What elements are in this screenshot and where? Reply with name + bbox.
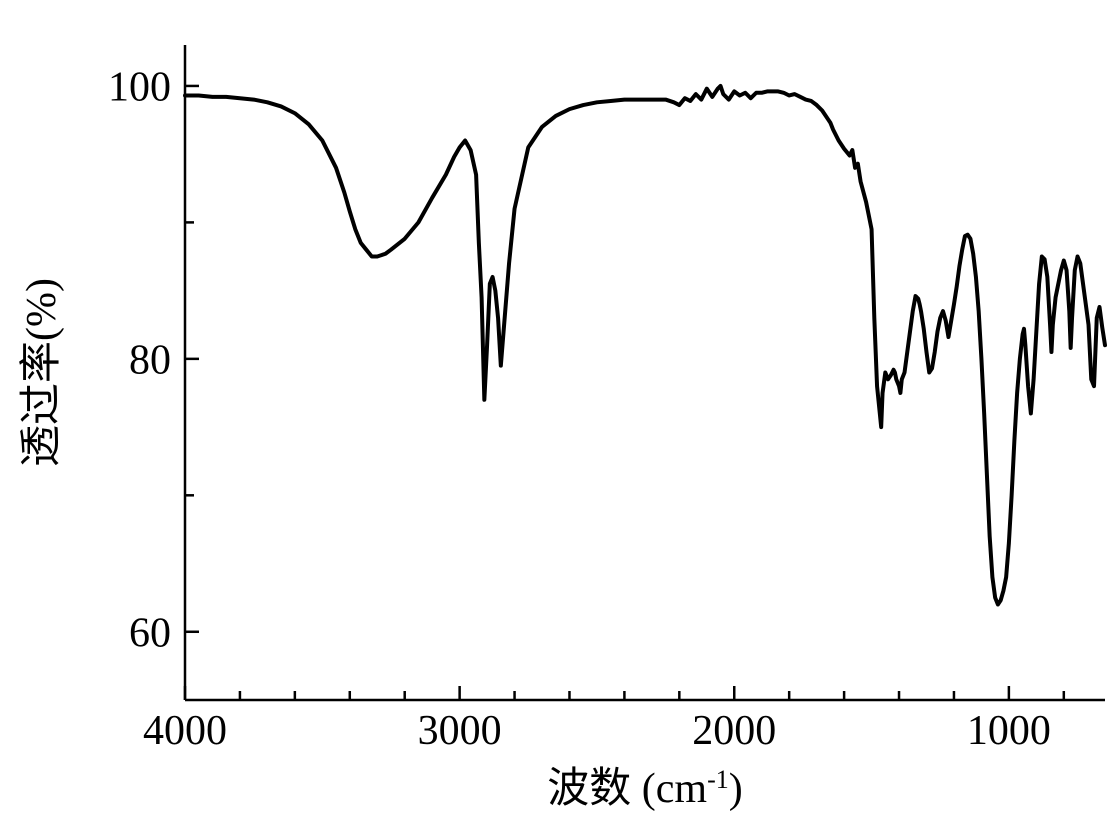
y-tick-label: 60 (129, 610, 171, 656)
y-tick-label: 100 (108, 65, 171, 111)
chart-svg: 4000 3000 2000 1000 60 80 100 波数 (cm-1) 透过率(%) (0, 0, 1120, 838)
ir-spectrum-chart: 4000 3000 2000 1000 60 80 100 波数 (cm-1) 透过率(%) (0, 0, 1120, 838)
x-axis-label: 波数 (cm-1) (547, 765, 742, 813)
y-tick-label: 80 (129, 338, 171, 384)
x-tick-label: 3000 (418, 708, 502, 754)
x-tick-label: 1000 (967, 708, 1051, 754)
y-axis-label: 透过率(%) (18, 278, 65, 467)
x-tick-label: 2000 (692, 708, 776, 754)
spectrum-line (185, 86, 1105, 605)
x-tick-label: 4000 (143, 708, 227, 754)
